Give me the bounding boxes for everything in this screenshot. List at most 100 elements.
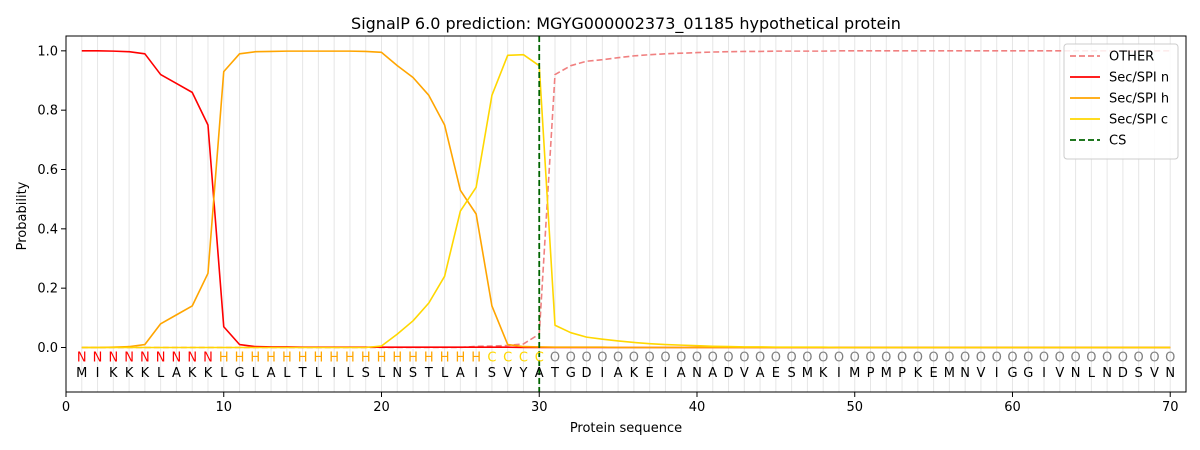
- sequence-letter: P: [898, 366, 906, 381]
- region-label: O: [850, 351, 860, 366]
- region-label: O: [1007, 351, 1017, 366]
- sequence-letter: A: [677, 366, 686, 381]
- region-label: O: [1134, 351, 1144, 366]
- region-label: O: [723, 351, 733, 366]
- legend-label: Sec/SPI c: [1109, 113, 1168, 128]
- sequence-letter: V: [1055, 366, 1064, 381]
- sequence-letter: T: [298, 366, 307, 381]
- y-tick-label: 0.2: [37, 282, 58, 297]
- y-tick-label: 1.0: [37, 44, 58, 59]
- region-label: N: [77, 351, 87, 366]
- sequence-letter: S: [1135, 366, 1143, 381]
- legend-label: CS: [1109, 134, 1126, 149]
- region-label: N: [172, 351, 182, 366]
- sequence-letter: L: [283, 366, 291, 381]
- sequence-letter: L: [252, 366, 260, 381]
- sequence-letter: D: [1118, 366, 1128, 381]
- region-label: O: [1055, 351, 1065, 366]
- x-tick-label: 50: [846, 400, 863, 415]
- x-tick-label: 30: [531, 400, 548, 415]
- sequence-letter: I: [474, 366, 478, 381]
- series-line-sec-spi-c: [81, 53, 1171, 349]
- sequence-letter: I: [837, 366, 841, 381]
- region-label: H: [235, 351, 245, 366]
- region-label: O: [928, 351, 938, 366]
- sequence-letter: I: [1042, 366, 1046, 381]
- sequence-letter: T: [550, 366, 559, 381]
- legend-label: OTHER: [1109, 50, 1154, 65]
- sequence-letter: A: [172, 366, 181, 381]
- region-label: O: [802, 351, 812, 366]
- region-label: O: [676, 351, 686, 366]
- sequence-letter: V: [740, 366, 749, 381]
- sequence-letter: A: [708, 366, 717, 381]
- region-label: H: [250, 351, 260, 366]
- legend-label: Sec/SPI h: [1109, 92, 1169, 107]
- region-label: O: [992, 351, 1002, 366]
- sequence-letter: N: [960, 366, 970, 381]
- region-label: O: [865, 351, 875, 366]
- sequence-letter: G: [566, 366, 576, 381]
- region-label: H: [455, 351, 465, 366]
- sequence-letter: I: [332, 366, 336, 381]
- sequence-letter: E: [646, 366, 654, 381]
- y-tick-label: 0.6: [37, 163, 58, 178]
- region-label: H: [471, 351, 481, 366]
- sequence-letter: K: [914, 366, 923, 381]
- sequence-letter: L: [157, 366, 165, 381]
- sequence-letter: S: [362, 366, 370, 381]
- sequence-letter: M: [849, 366, 860, 381]
- region-label: O: [660, 351, 670, 366]
- sequence-letter: S: [409, 366, 417, 381]
- region-label: H: [298, 351, 308, 366]
- sequence-letter: I: [995, 366, 999, 381]
- region-label: H: [361, 351, 371, 366]
- sequence-letter: I: [600, 366, 604, 381]
- region-label: O: [897, 351, 907, 366]
- region-label: O: [739, 351, 749, 366]
- sequence-letter: D: [582, 366, 592, 381]
- sequence-letter: G: [1023, 366, 1033, 381]
- sequence-letter: L: [378, 366, 386, 381]
- region-label: O: [629, 351, 639, 366]
- sequence-letter: K: [630, 366, 639, 381]
- region-label: O: [597, 351, 607, 366]
- sequence-letter: S: [488, 366, 496, 381]
- sequence-letter: A: [535, 366, 544, 381]
- region-label: N: [140, 351, 150, 366]
- region-label: O: [692, 351, 702, 366]
- sequence-letter: E: [929, 366, 937, 381]
- sequence-letter: N: [392, 366, 402, 381]
- region-label: H: [408, 351, 418, 366]
- x-tick-label: 0: [62, 400, 70, 415]
- region-label: H: [440, 351, 450, 366]
- sequence-letter: N: [1165, 366, 1175, 381]
- region-label: O: [960, 351, 970, 366]
- sequence-letter: K: [819, 366, 828, 381]
- sequence-letter: A: [456, 366, 465, 381]
- region-label: O: [771, 351, 781, 366]
- region-label: H: [392, 351, 402, 366]
- sequence-letter: K: [125, 366, 134, 381]
- sequence-letter: K: [204, 366, 213, 381]
- region-label: O: [755, 351, 765, 366]
- sequence-letter: N: [1071, 366, 1081, 381]
- legend-box: [1063, 43, 1179, 160]
- x-axis-label: Protein sequence: [570, 421, 682, 436]
- region-label: O: [944, 351, 954, 366]
- sequence-letter: G: [1007, 366, 1017, 381]
- region-label: H: [282, 351, 292, 366]
- region-label: O: [1086, 351, 1096, 366]
- sequence-letter: A: [267, 366, 276, 381]
- sequence-letter: A: [756, 366, 765, 381]
- region-label: O: [787, 351, 797, 366]
- y-tick-label: 0.0: [37, 341, 58, 356]
- sequence-letter: V: [976, 366, 985, 381]
- sequence-letter: E: [772, 366, 780, 381]
- region-label: N: [108, 351, 118, 366]
- sequence-letter: M: [802, 366, 813, 381]
- sequence-letter: N: [692, 366, 702, 381]
- y-axis-label: Probability: [15, 181, 30, 250]
